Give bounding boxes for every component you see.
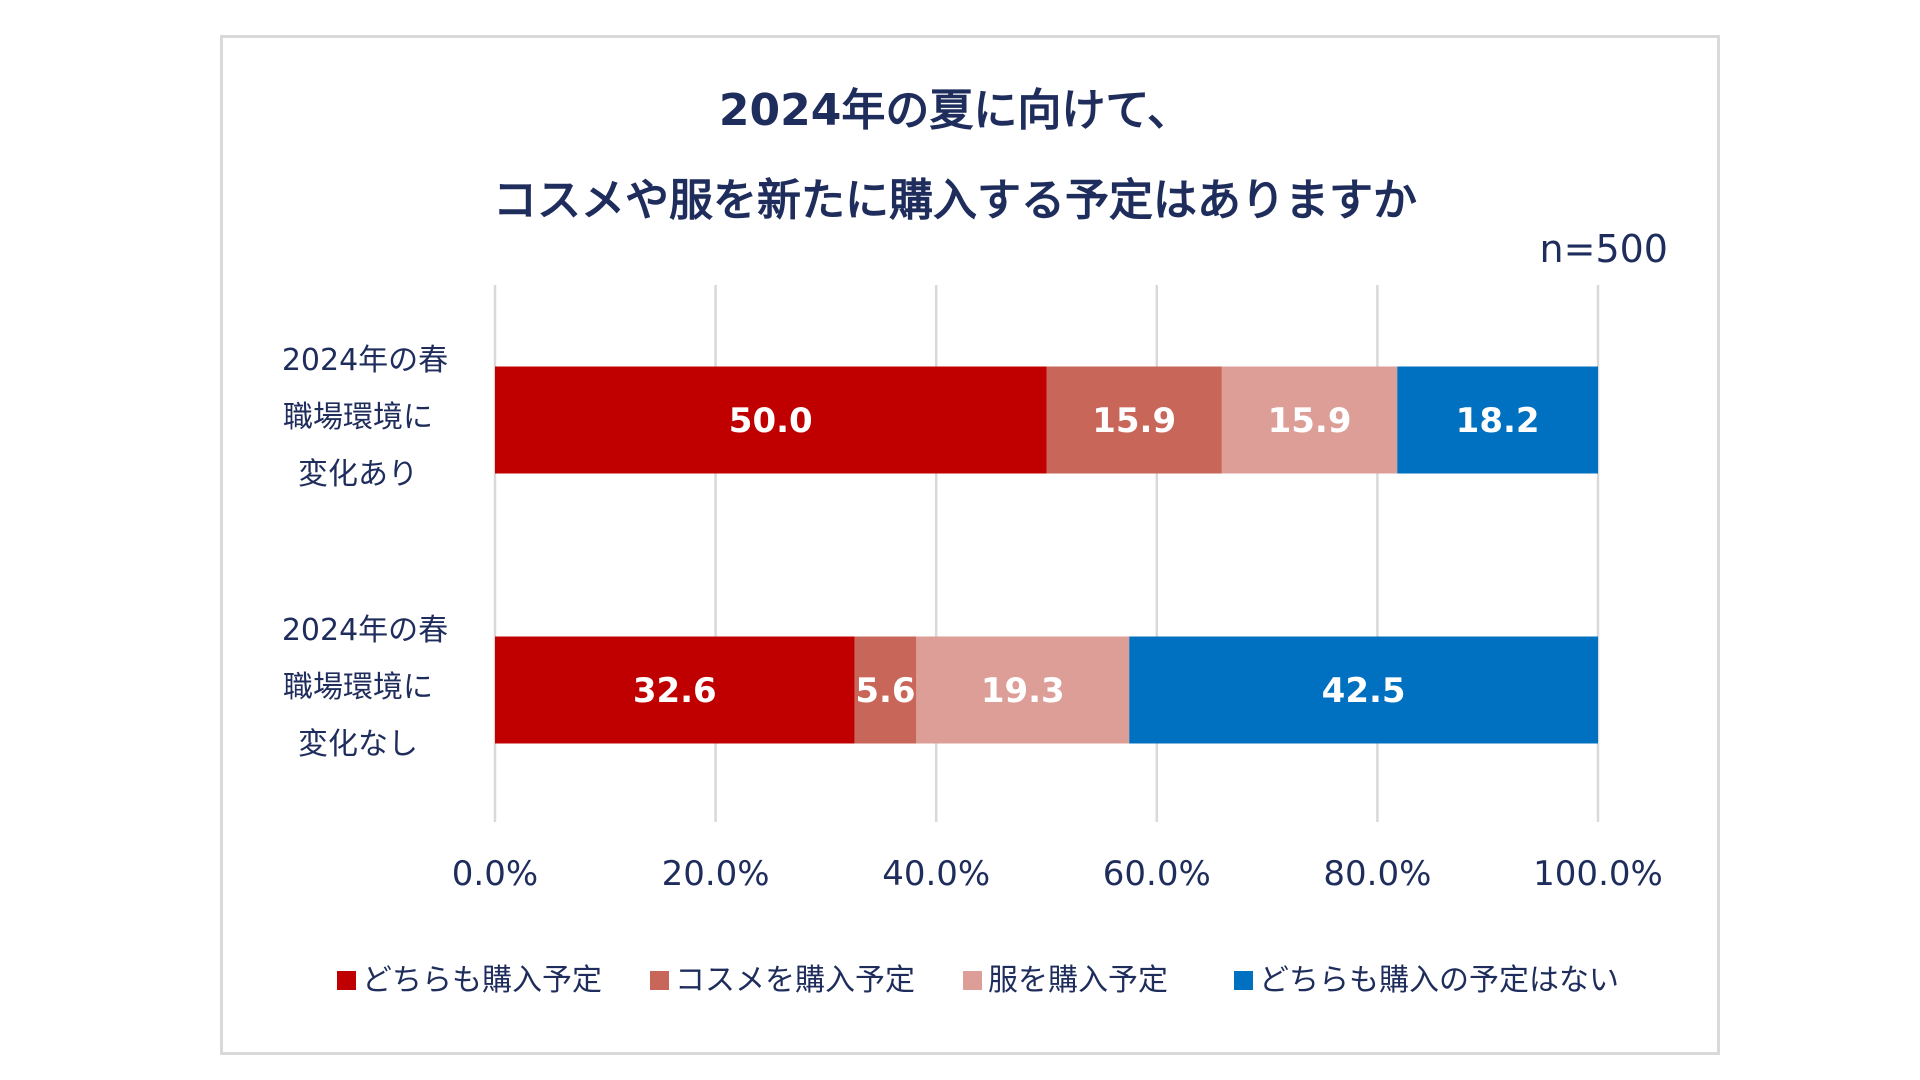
sample-size-note: n=500: [1540, 227, 1668, 271]
data-label-0-2: 15.9: [1268, 401, 1352, 441]
x-tick-label-80: 80.0%: [1323, 854, 1431, 894]
x-axis-tick-labels: 0.0% 20.0% 40.0% 60.0% 80.0% 100.0%: [452, 854, 1663, 894]
category-1-line-1: 2024年の春: [282, 613, 448, 648]
x-tick-label-0: 0.0%: [452, 854, 538, 894]
data-label-1-3: 42.5: [1322, 671, 1406, 711]
legend-swatch-2: [963, 971, 982, 990]
bar-segment-0-1: [1046, 366, 1222, 474]
data-label-0-3: 18.2: [1456, 401, 1540, 441]
legend-swatch-1: [650, 971, 669, 990]
bar-segment-1-1: [854, 636, 917, 744]
legend-label-3: どちらも購入の予定はない: [1259, 963, 1619, 998]
bar-segment-0-3: [1397, 366, 1598, 474]
legend-item-1: コスメを購入予定: [650, 963, 915, 998]
category-label-1: 2024年の春 職場環境に 変化なし: [282, 613, 448, 762]
category-0-line-3: 変化あり: [298, 457, 418, 492]
bar-segment-0-0: [495, 366, 1047, 474]
data-label-1-0: 32.6: [633, 671, 717, 711]
bar-segment-1-0: [495, 636, 855, 744]
category-1-line-2: 職場環境に: [283, 670, 433, 705]
x-tick-label-20: 20.0%: [662, 854, 770, 894]
legend-label-0: どちらも購入予定: [362, 963, 602, 998]
category-0-line-2: 職場環境に: [283, 400, 433, 435]
chart-title-line-1: 2024年の夏に向けて、: [719, 85, 1191, 136]
legend-label-2: 服を購入予定: [988, 963, 1168, 998]
category-label-0: 2024年の春 職場環境に 変化あり: [282, 343, 448, 492]
data-label-0-0: 50.0: [729, 401, 813, 441]
x-tick-label-60: 60.0%: [1103, 854, 1211, 894]
bar-segment-1-3: [1129, 636, 1598, 744]
data-labels: 50.0 15.9 15.9 18.2 32.6 5.6 19.3 42.5: [633, 401, 1540, 711]
legend-item-2: 服を購入予定: [963, 963, 1168, 998]
bar-segment-0-2: [1221, 366, 1398, 474]
data-label-1-2: 19.3: [981, 671, 1065, 711]
chart-frame: [220, 35, 1720, 1055]
category-1-line-3: 変化なし: [298, 727, 418, 762]
chart-title-line-2: コスメや服を新たに購入する予定はありますか: [493, 175, 1417, 226]
data-label-0-1: 15.9: [1092, 401, 1176, 441]
x-tick-label-40: 40.0%: [882, 854, 990, 894]
data-label-1-1: 5.6: [855, 671, 915, 711]
bars: [495, 366, 1598, 744]
bar-segment-1-2: [916, 636, 1130, 744]
legend: どちらも購入予定 コスメを購入予定 服を購入予定 どちらも購入の予定はない: [337, 963, 1619, 998]
legend-item-3: どちらも購入の予定はない: [1234, 963, 1619, 998]
x-tick-label-100: 100.0%: [1533, 854, 1663, 894]
legend-swatch-3: [1234, 971, 1253, 990]
category-0-line-1: 2024年の春: [282, 343, 448, 378]
legend-swatch-0: [337, 971, 356, 990]
legend-label-1: コスメを購入予定: [675, 963, 915, 998]
legend-item-0: どちらも購入予定: [337, 963, 602, 998]
